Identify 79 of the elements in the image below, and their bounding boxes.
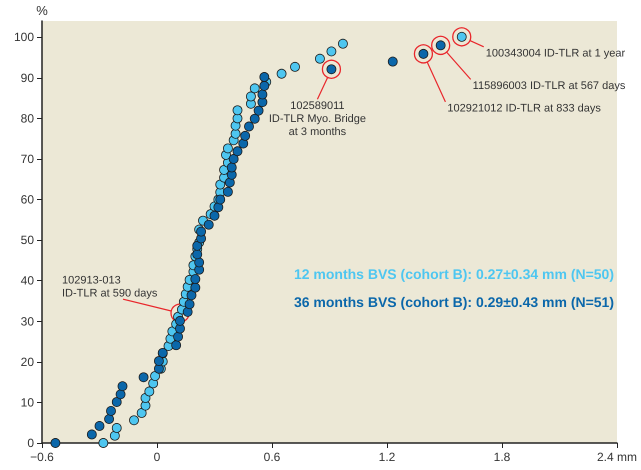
x-tick-label: 0 <box>154 450 161 464</box>
point <box>326 46 336 56</box>
point <box>315 54 325 64</box>
point <box>276 68 286 79</box>
x-tick-label: 2.4 mm <box>596 450 638 464</box>
x-tick-label: 1.2 <box>378 450 396 464</box>
y-tick-label: 20 <box>20 354 34 369</box>
point <box>184 299 194 310</box>
y-tick-label: 40 <box>20 274 34 288</box>
point <box>138 372 148 382</box>
annotation: 115896003 ID-TLR at 567 days <box>472 80 626 92</box>
point <box>215 180 226 190</box>
point <box>244 122 254 132</box>
point <box>210 210 220 221</box>
annotation: 102913-013 ID-TLR at 590 days <box>62 274 158 300</box>
point <box>154 356 164 366</box>
point <box>112 397 122 407</box>
point <box>98 438 108 448</box>
text: 36 months BVS (cohort B): 0.29±0.43 mm (N=51) <box>294 294 614 310</box>
point <box>116 389 126 400</box>
point <box>388 56 398 66</box>
point <box>173 332 183 342</box>
point <box>254 106 264 116</box>
point <box>190 274 200 284</box>
point <box>129 415 139 426</box>
y-tick-label: 0 <box>27 436 34 450</box>
point <box>246 92 256 102</box>
point <box>259 81 270 91</box>
y-axis-title: % <box>36 3 48 18</box>
point <box>250 83 260 94</box>
text: 12 months BVS (cohort B): 0.27±0.34 mm (N=50) <box>294 266 614 282</box>
point <box>232 105 242 116</box>
point <box>136 408 147 418</box>
point <box>186 290 196 300</box>
y-tick-label: 10 <box>20 395 34 410</box>
point <box>223 186 233 197</box>
y-tick-label: 50 <box>20 233 34 248</box>
point <box>150 371 160 381</box>
point <box>94 421 104 431</box>
point <box>228 154 239 164</box>
annotation: 102921012 ID-TLR at 833 days <box>447 102 602 114</box>
point <box>112 423 122 433</box>
point <box>224 178 235 188</box>
point <box>338 38 348 49</box>
point <box>192 240 202 251</box>
point <box>259 72 270 82</box>
point <box>86 430 97 440</box>
point <box>204 220 214 230</box>
x-tick-label: −0.6 <box>30 450 54 464</box>
y-tick-label: 30 <box>20 314 34 328</box>
x-tick-label: 1.8 <box>494 450 511 464</box>
point <box>171 340 182 350</box>
point <box>258 90 268 100</box>
point <box>230 128 240 139</box>
x-tick-label: 0.6 <box>264 450 281 464</box>
point <box>118 381 128 392</box>
point <box>250 114 260 124</box>
point <box>290 62 300 72</box>
point <box>104 414 114 424</box>
annotation: 102589011 ID-TLR Myo. Bridge at 3 months <box>268 100 366 138</box>
point <box>240 130 250 141</box>
point <box>175 316 185 326</box>
point <box>226 162 237 172</box>
point <box>106 406 116 416</box>
point <box>194 258 204 268</box>
annotation: 100343004 ID-TLR at 1 year <box>486 47 626 60</box>
y-tick-label: 60 <box>20 192 34 207</box>
point <box>232 146 242 156</box>
point <box>144 386 154 396</box>
point <box>190 282 200 292</box>
y-tick-label: 70 <box>20 152 34 166</box>
point <box>182 307 193 317</box>
point <box>223 144 233 154</box>
point <box>238 138 248 148</box>
y-tick-label: 90 <box>20 70 34 85</box>
y-tick-label: 80 <box>20 111 34 126</box>
point <box>232 113 242 124</box>
y-tick-label: 100 <box>14 30 34 44</box>
point <box>50 438 60 448</box>
